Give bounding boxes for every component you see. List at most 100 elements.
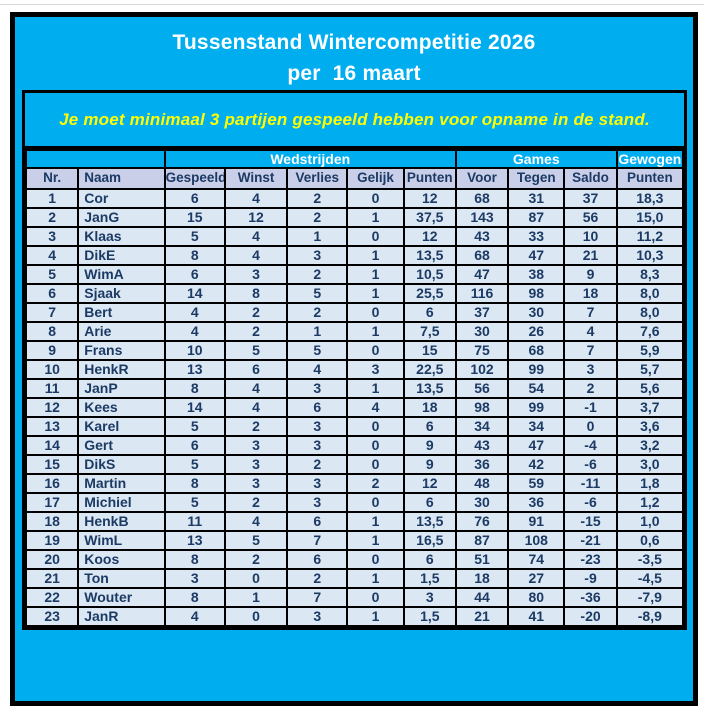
played-cell: 13 xyxy=(163,530,226,551)
col-header-gespeeld: Gespeeld xyxy=(163,167,226,190)
points-cell: 6 xyxy=(402,302,457,323)
table-row: 11 JanP 8 4 3 1 13,5 56 54 2 5,6 xyxy=(24,378,685,399)
saldo-cell: -23 xyxy=(563,549,618,570)
weighted-points-cell: -7,9 xyxy=(615,587,685,608)
games-against-cell: 99 xyxy=(507,359,566,380)
played-cell: 5 xyxy=(163,454,226,475)
played-cell: 8 xyxy=(163,245,226,266)
standings-table: Wedstrijden Games Gewogen Nr. Naam Gespe… xyxy=(24,149,685,627)
group-header-blank xyxy=(25,149,166,169)
table-row: 6 Sjaak 14 8 5 1 25,5 116 98 18 8,0 xyxy=(24,283,685,304)
games-against-cell: 42 xyxy=(507,454,566,475)
draws-cell: 0 xyxy=(346,435,405,456)
saldo-cell: -36 xyxy=(563,587,618,608)
draws-cell: 2 xyxy=(346,473,405,494)
games-against-cell: 26 xyxy=(507,321,566,342)
table-row: 12 Kees 14 4 6 4 18 98 99 -1 3,7 xyxy=(24,397,685,418)
wins-cell: 4 xyxy=(223,378,289,399)
weighted-points-cell: 5,7 xyxy=(615,359,685,380)
wins-cell: 3 xyxy=(223,454,289,475)
saldo-cell: 7 xyxy=(563,302,618,323)
draws-cell: 0 xyxy=(346,454,405,475)
saldo-cell: -6 xyxy=(563,492,618,513)
table-row: 22 Wouter 8 1 7 0 3 44 80 -36 -7,9 xyxy=(24,587,685,608)
games-for-cell: 36 xyxy=(454,454,510,475)
rank-cell: 19 xyxy=(24,530,80,551)
played-cell: 14 xyxy=(163,397,226,418)
rank-cell: 9 xyxy=(24,340,80,361)
losses-cell: 2 xyxy=(286,568,349,589)
losses-cell: 4 xyxy=(286,359,349,380)
points-cell: 10,5 xyxy=(402,264,457,285)
wins-cell: 2 xyxy=(223,321,289,342)
wins-cell: 3 xyxy=(223,473,289,494)
weighted-points-cell: 3,7 xyxy=(615,397,685,418)
table-row: 21 Ton 3 0 2 1 1,5 18 27 -9 -4,5 xyxy=(24,568,685,589)
col-header-gelijk: Gelijk xyxy=(346,167,405,190)
losses-cell: 2 xyxy=(286,207,349,228)
table-row: 23 JanR 4 0 3 1 1,5 21 41 -20 -8,9 xyxy=(24,606,685,627)
draws-cell: 4 xyxy=(346,397,405,418)
saldo-cell: -6 xyxy=(563,454,618,475)
table-row: 4 DikE 8 4 3 1 13,5 68 47 21 10,3 xyxy=(24,245,685,266)
games-against-cell: 27 xyxy=(507,568,566,589)
minimum-games-notice: Je moet minimaal 3 partijen gespeeld heb… xyxy=(25,93,684,149)
wins-cell: 4 xyxy=(223,226,289,247)
draws-cell: 0 xyxy=(346,549,405,570)
games-against-cell: 59 xyxy=(507,473,566,494)
played-cell: 6 xyxy=(163,264,226,285)
played-cell: 8 xyxy=(163,587,226,608)
losses-cell: 2 xyxy=(286,188,349,209)
games-for-cell: 143 xyxy=(454,207,510,228)
losses-cell: 2 xyxy=(286,302,349,323)
weighted-points-cell: 1,8 xyxy=(615,473,685,494)
losses-cell: 2 xyxy=(286,264,349,285)
saldo-cell: 10 xyxy=(563,226,618,247)
table-row: 20 Koos 8 2 6 0 6 51 74 -23 -3,5 xyxy=(24,549,685,570)
points-cell: 1,5 xyxy=(402,568,457,589)
games-for-cell: 30 xyxy=(454,321,510,342)
draws-cell: 3 xyxy=(346,359,405,380)
played-cell: 5 xyxy=(163,492,226,513)
wins-cell: 4 xyxy=(223,188,289,209)
points-cell: 9 xyxy=(402,454,457,475)
weighted-points-cell: -4,5 xyxy=(615,568,685,589)
wins-cell: 5 xyxy=(223,340,289,361)
competition-card: Tussenstand Wintercompetitie 2026 per 16… xyxy=(10,12,698,706)
losses-cell: 6 xyxy=(286,397,349,418)
draws-cell: 0 xyxy=(346,416,405,437)
games-for-cell: 34 xyxy=(454,416,510,437)
games-against-cell: 47 xyxy=(507,435,566,456)
rank-cell: 18 xyxy=(24,511,80,532)
wins-cell: 3 xyxy=(223,435,289,456)
weighted-points-cell: 10,3 xyxy=(615,245,685,266)
draws-cell: 1 xyxy=(346,568,405,589)
table-row: 16 Martin 8 3 3 2 12 48 59 -11 1,8 xyxy=(24,473,685,494)
table-row: 9 Frans 10 5 5 0 15 75 68 7 5,9 xyxy=(24,340,685,361)
group-header-row: Wedstrijden Games Gewogen xyxy=(25,149,685,169)
games-for-cell: 30 xyxy=(454,492,510,513)
played-cell: 8 xyxy=(163,549,226,570)
draws-cell: 1 xyxy=(346,264,405,285)
name-cell: Ton xyxy=(77,568,166,589)
wins-cell: 2 xyxy=(223,302,289,323)
table-row: 14 Gert 6 3 3 0 9 43 47 -4 3,2 xyxy=(24,435,685,456)
games-against-cell: 87 xyxy=(507,207,566,228)
games-for-cell: 51 xyxy=(454,549,510,570)
games-for-cell: 116 xyxy=(454,283,510,304)
saldo-cell: -4 xyxy=(563,435,618,456)
table-row: 13 Karel 5 2 3 0 6 34 34 0 3,6 xyxy=(24,416,685,437)
points-cell: 6 xyxy=(402,549,457,570)
rank-cell: 1 xyxy=(24,188,80,209)
wins-cell: 4 xyxy=(223,245,289,266)
saldo-cell: -21 xyxy=(563,530,618,551)
weighted-points-cell: 8,0 xyxy=(615,283,685,304)
name-cell: JanP xyxy=(77,378,166,399)
name-cell: DikS xyxy=(77,454,166,475)
losses-cell: 5 xyxy=(286,340,349,361)
wins-cell: 4 xyxy=(223,511,289,532)
weighted-points-cell: 5,6 xyxy=(615,378,685,399)
col-header-tegen: Tegen xyxy=(507,167,566,190)
name-cell: Sjaak xyxy=(77,283,166,304)
saldo-cell: -20 xyxy=(563,606,618,627)
